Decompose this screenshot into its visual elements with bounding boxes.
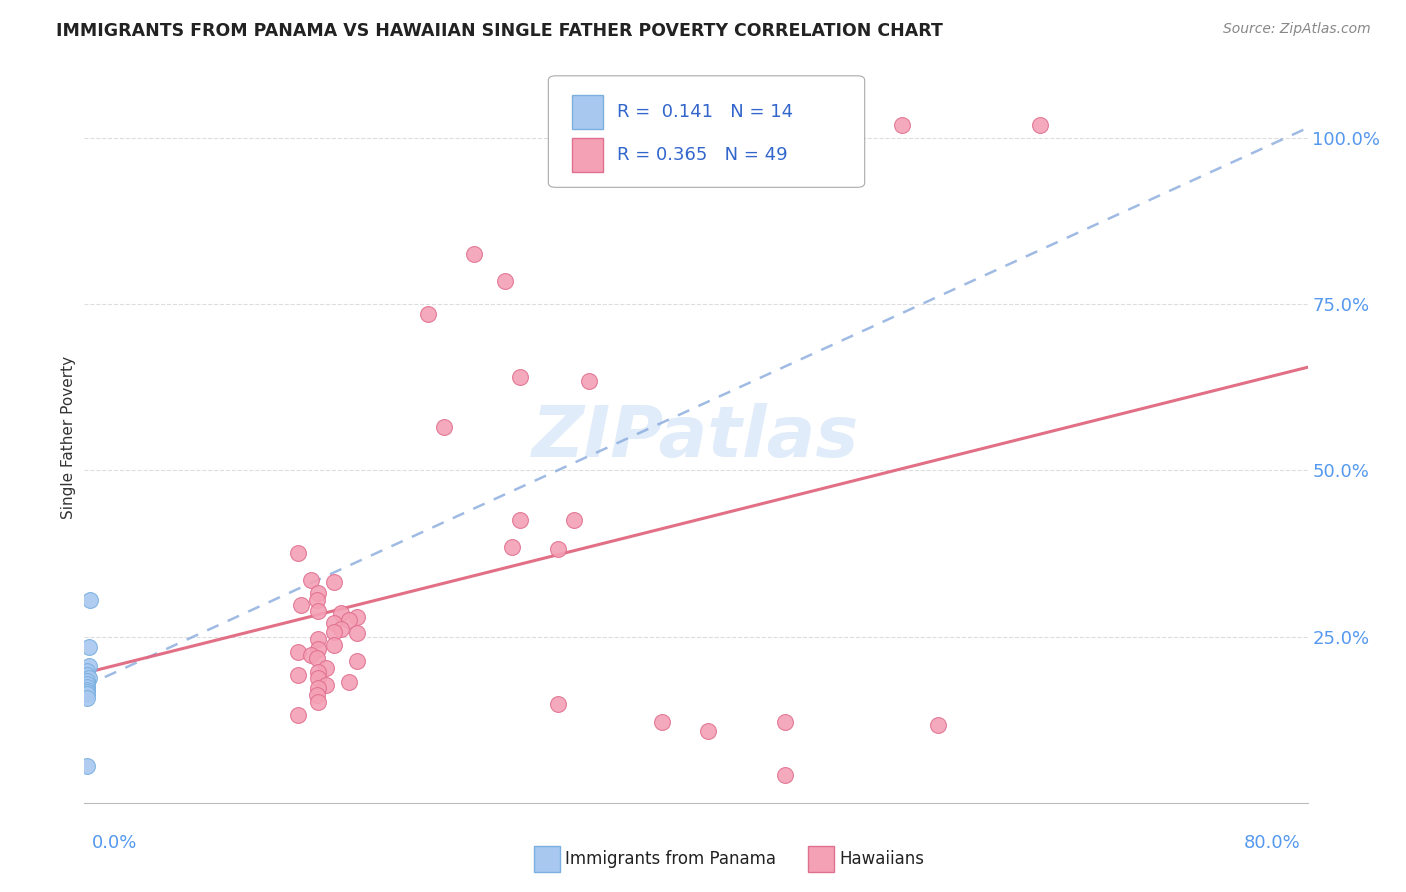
Point: [305, 593, 328, 607]
Text: ZIPatlas: ZIPatlas: [533, 402, 859, 472]
Point: [315, 661, 337, 675]
Point: [307, 586, 329, 600]
Y-axis label: Single Father Poverty: Single Father Poverty: [60, 356, 76, 518]
Point: [322, 624, 344, 639]
Point: [322, 575, 344, 590]
Point: [76, 668, 98, 682]
Point: [547, 541, 569, 556]
Point: [76, 687, 98, 701]
Text: Hawaiians: Hawaiians: [839, 850, 924, 868]
Point: [433, 420, 456, 434]
Point: [307, 632, 329, 646]
Point: [418, 307, 440, 321]
Point: [346, 654, 368, 668]
Point: [337, 613, 360, 627]
Point: [307, 665, 329, 679]
Point: [76, 759, 98, 773]
Point: [509, 370, 531, 384]
Point: [307, 681, 329, 696]
Point: [578, 374, 600, 388]
Point: [77, 671, 100, 685]
Text: Immigrants from Panama: Immigrants from Panama: [565, 850, 776, 868]
Point: [77, 640, 100, 654]
Text: 80.0%: 80.0%: [1244, 834, 1301, 852]
Point: [76, 677, 98, 691]
Point: [330, 607, 353, 621]
Point: [76, 690, 98, 705]
Point: [287, 668, 309, 682]
Text: 0.0%: 0.0%: [91, 834, 136, 852]
Point: [77, 659, 100, 673]
Point: [76, 685, 98, 699]
Text: R = 0.365   N = 49: R = 0.365 N = 49: [617, 146, 787, 164]
Point: [346, 609, 368, 624]
Point: [76, 680, 98, 694]
Point: [299, 648, 322, 663]
Point: [76, 682, 98, 697]
Point: [305, 688, 328, 702]
Point: [322, 638, 344, 652]
Point: [79, 593, 101, 607]
Point: [891, 118, 914, 132]
Point: [337, 674, 360, 689]
Point: [287, 645, 309, 659]
Point: [287, 708, 309, 723]
Point: [290, 598, 312, 612]
Point: [547, 698, 569, 712]
Point: [463, 247, 485, 261]
Point: [494, 274, 516, 288]
Point: [305, 650, 328, 665]
Point: [315, 678, 337, 692]
Text: Source: ZipAtlas.com: Source: ZipAtlas.com: [1223, 22, 1371, 37]
Point: [307, 672, 329, 686]
Point: [307, 604, 329, 618]
Point: [346, 625, 368, 640]
Point: [697, 723, 720, 738]
Point: [307, 641, 329, 656]
Point: [773, 768, 796, 782]
Point: [299, 573, 322, 587]
Point: [322, 616, 344, 631]
Point: [509, 513, 531, 527]
Point: [76, 664, 98, 678]
Point: [287, 546, 309, 560]
Point: [502, 540, 524, 554]
Text: R =  0.141   N = 14: R = 0.141 N = 14: [617, 103, 793, 121]
Point: [651, 714, 673, 729]
Point: [307, 695, 329, 709]
Point: [562, 513, 585, 527]
Text: IMMIGRANTS FROM PANAMA VS HAWAIIAN SINGLE FATHER POVERTY CORRELATION CHART: IMMIGRANTS FROM PANAMA VS HAWAIIAN SINGL…: [56, 22, 943, 40]
Point: [927, 718, 949, 732]
Point: [1029, 118, 1052, 132]
Point: [330, 622, 353, 636]
Point: [773, 714, 796, 729]
Point: [76, 674, 98, 689]
